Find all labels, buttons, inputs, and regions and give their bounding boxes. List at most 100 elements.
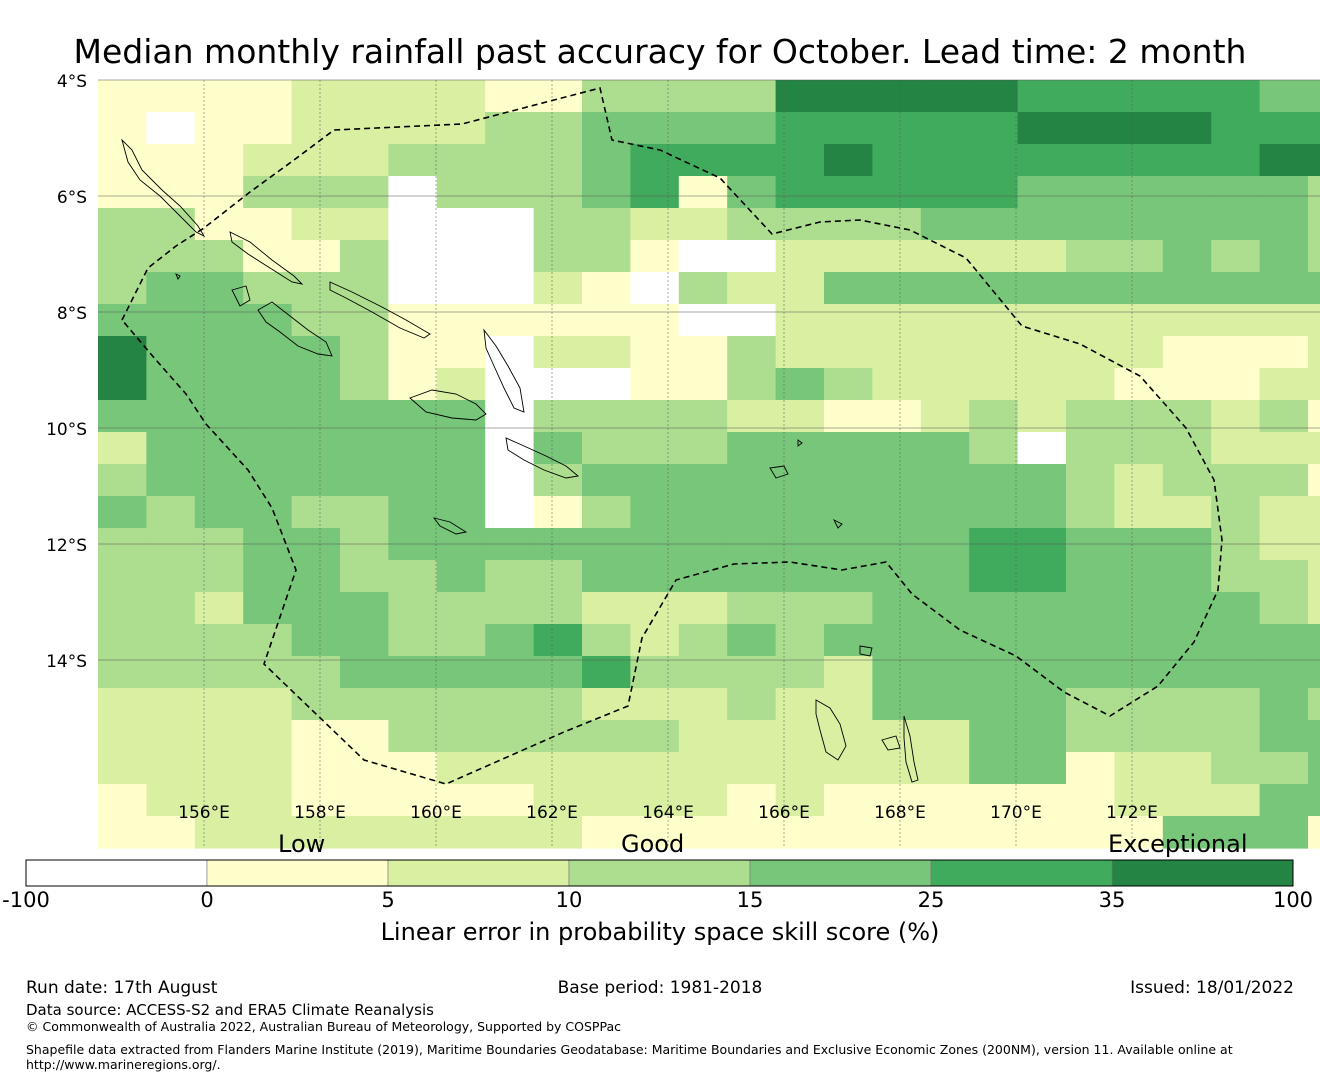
grid-cell [533,176,583,209]
grid-cell [291,496,341,529]
grid-cell [824,400,873,433]
grid-cell [291,656,341,689]
grid-cell [436,592,486,625]
grid-cell [1259,752,1309,785]
grid-cell [1114,688,1164,721]
grid-cell [920,464,970,497]
grid-cell [146,112,196,145]
grid-cell [678,176,728,209]
grid-cell [485,144,535,177]
grid-cell [533,496,583,529]
grid-cell [824,144,873,177]
grid-cell [485,496,535,529]
grid-cell [146,592,196,625]
copyright: © Commonwealth of Australia 2022, Austra… [26,1019,621,1034]
grid-cell [436,752,486,785]
grid-cell [98,656,147,689]
grid-cell [533,528,583,561]
grid-cell [920,304,970,337]
grid-cell [969,688,1019,721]
grid-cell [1308,752,1320,785]
grid-cell [582,656,631,689]
grid-cell [533,656,583,689]
colorbar-tick: 0 [200,888,214,912]
coast-guadalcanal [409,389,487,421]
grid-cell [98,272,147,305]
grid-cell [630,816,680,849]
grid-cell [1114,816,1164,849]
grid-cell [582,432,631,465]
grid-cell [630,432,680,465]
grid-cell [1259,784,1309,817]
grid-cell [436,624,486,657]
grid-cell [1211,464,1261,497]
grid-cell [920,80,970,113]
grid-cell [1211,112,1261,145]
grid-cell [194,144,244,177]
grid-cell [582,368,631,401]
coast-espiritu-santo [815,699,847,761]
grid-cell [1308,400,1320,433]
grid-cell [1162,688,1212,721]
grid-cell [969,720,1019,753]
grid-cell [340,784,389,817]
grid-cell [485,176,535,209]
grid-cell [146,560,196,593]
grid-cell [436,784,486,817]
grid-cell [1162,112,1212,145]
grid-cell [775,400,825,433]
grid-cell [582,176,631,209]
grid-cell [243,528,293,561]
grid-cell [533,400,583,433]
grid-cell [1308,80,1320,113]
grid-cell [582,528,631,561]
grid-cell [1017,432,1067,465]
grid-cell [775,304,825,337]
grid-cell [727,368,777,401]
grid-cell [775,624,825,657]
grid-cell [920,592,970,625]
grid-cell [920,336,970,369]
grid-cell [388,112,438,145]
grid-cell [1162,784,1212,817]
grid-cell [146,528,196,561]
grid-cell [485,752,535,785]
grid-cell [1066,368,1115,401]
grid-cell [146,752,196,785]
grid-cell [920,272,970,305]
colorbar-title: Linear error in probability space skill … [380,918,940,946]
grid-cell [1308,464,1320,497]
grid-cell [146,336,196,369]
grid-cell [1308,432,1320,465]
grid-cell [1017,688,1067,721]
grid-cell [98,624,147,657]
grid-cell [1114,528,1164,561]
grid-cell [340,688,389,721]
grid-cell [243,592,293,625]
grid-cell [533,560,583,593]
grid-cell [436,272,486,305]
grid-cell [436,240,486,273]
lat-label: 8°S [57,304,87,324]
grid-cell [824,432,873,465]
grid-cell [194,304,244,337]
grid-cell [1211,592,1261,625]
grid-cell [920,752,970,785]
grid-cell [146,816,196,849]
grid-cell [194,592,244,625]
grid-cell [1114,336,1164,369]
grid-cell [1259,304,1309,337]
grid-cell [1017,528,1067,561]
grid-cell [194,80,244,113]
grid-cell [678,592,728,625]
grid-cell [98,176,147,209]
grid-cell [1211,432,1261,465]
grid-cell [436,656,486,689]
grid-cell [291,304,341,337]
grid-cell [1066,752,1115,785]
grid-cell [1066,720,1115,753]
grid-cell [1017,496,1067,529]
grid-cell [824,368,873,401]
grid-cell [727,688,777,721]
grid-cell [291,272,341,305]
